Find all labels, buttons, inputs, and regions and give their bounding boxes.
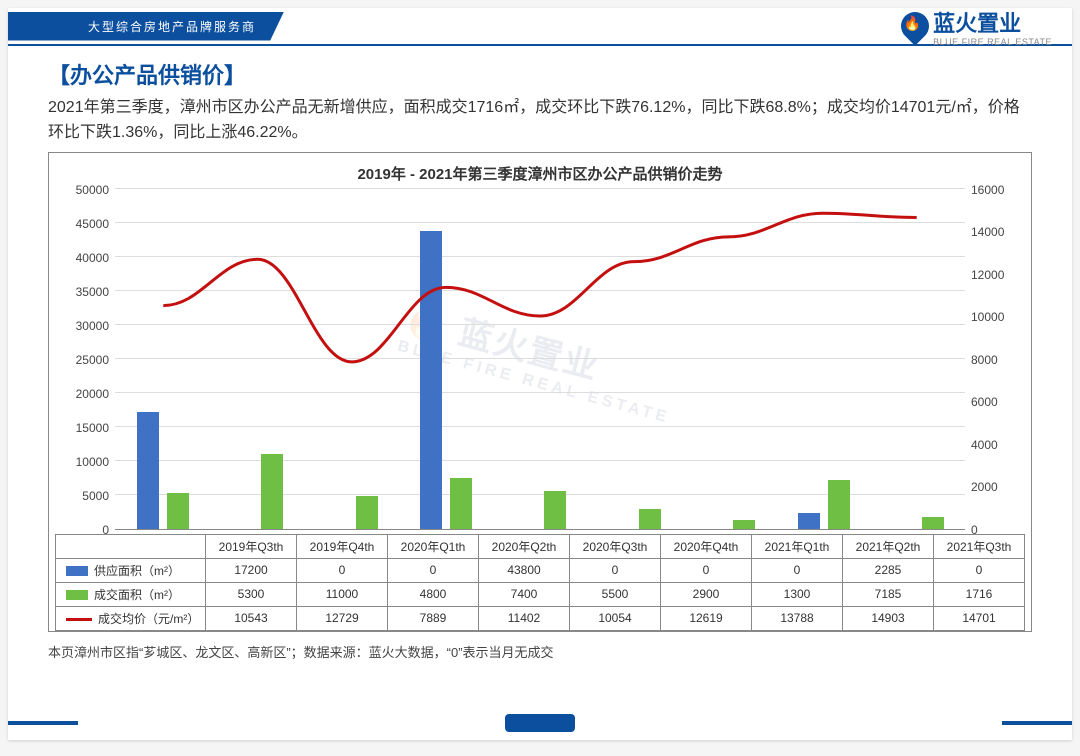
y-left-tick: 5000 — [82, 489, 109, 503]
data-cell: 14701 — [934, 606, 1025, 630]
data-table: 2019年Q3th2019年Q4th2020年Q1th2020年Q2th2020… — [55, 534, 1025, 631]
y-right-tick: 4000 — [971, 438, 998, 452]
data-cell: 2285 — [843, 558, 934, 582]
data-cell: 4800 — [388, 582, 479, 606]
data-cell: 0 — [570, 558, 661, 582]
brand-block: 蓝火置业 BLUE FIRE REAL ESTATE — [901, 6, 1052, 47]
data-cell: 7889 — [388, 606, 479, 630]
chart-card: 2019年 - 2021年第三季度漳州市区办公产品供销价走势 0 5000 1000… — [48, 152, 1032, 632]
legend-cell: 成交均价（元/m²） — [56, 606, 206, 630]
category-cell: 2021年Q3th — [934, 534, 1025, 558]
data-cell: 5500 — [570, 582, 661, 606]
y-right-tick: 12000 — [971, 268, 1004, 282]
category-cell: 2019年Q4th — [297, 534, 388, 558]
summary-text: 2021年第三季度，漳州市区办公产品无新增供应，面积成交1716㎡，成交环比下跌… — [48, 96, 1032, 146]
chart-title: 2019年 - 2021年第三季度漳州市区办公产品供销价走势 — [55, 163, 1025, 184]
y-left-tick: 15000 — [76, 421, 109, 435]
y-right-tick: 6000 — [971, 395, 998, 409]
data-cell: 0 — [934, 558, 1025, 582]
data-cell: 10054 — [570, 606, 661, 630]
data-cell: 12619 — [661, 606, 752, 630]
y-left-tick: 40000 — [76, 251, 109, 265]
y-right-tick: 2000 — [971, 480, 998, 494]
category-cell: 2019年Q3th — [206, 534, 297, 558]
data-cell: 5300 — [206, 582, 297, 606]
y-right-tick: 0 — [971, 523, 978, 537]
y-left-tick: 25000 — [76, 353, 109, 367]
legend-cell: 成交面积（m²） — [56, 582, 206, 606]
category-cell: 2020年Q2th — [479, 534, 570, 558]
y-left-tick: 30000 — [76, 319, 109, 333]
data-cell: 7185 — [843, 582, 934, 606]
y-right-tick: 16000 — [971, 183, 1004, 197]
top-bar: 大型综合房地产品牌服务商 蓝火置业 BLUE FIRE REAL ESTATE — [8, 8, 1072, 44]
data-cell: 14903 — [843, 606, 934, 630]
footer-bar — [8, 714, 1072, 732]
data-cell: 0 — [752, 558, 843, 582]
data-cell: 12729 — [297, 606, 388, 630]
data-cell: 11402 — [479, 606, 570, 630]
flame-icon — [895, 6, 935, 46]
data-cell: 11000 — [297, 582, 388, 606]
chart-area: 0500010000150002000025000300003500040000… — [55, 190, 1025, 530]
y-axis-right: 0200040006000800010000120001400016000 — [965, 190, 1025, 530]
data-cell: 43800 — [479, 558, 570, 582]
y-left-tick: 45000 — [76, 217, 109, 231]
data-cell: 2900 — [661, 582, 752, 606]
data-cell: 13788 — [752, 606, 843, 630]
y-left-tick: 10000 — [76, 455, 109, 469]
category-cell: 2021年Q2th — [843, 534, 934, 558]
plot-area: 🔥 蓝火置业 BLUE FIRE REAL ESTATE — [115, 190, 965, 530]
footnote: 本页漳州市区指“芗城区、龙文区、高新区”；数据来源：蓝火大数据，“0”表示当月无… — [8, 632, 1072, 661]
y-left-tick: 20000 — [76, 387, 109, 401]
category-cell: 2020年Q3th — [570, 534, 661, 558]
y-axis-left: 0500010000150002000025000300003500040000… — [55, 190, 115, 530]
brand-en: BLUE FIRE REAL ESTATE — [933, 38, 1052, 47]
data-cell: 7400 — [479, 582, 570, 606]
data-cell: 10543 — [206, 606, 297, 630]
data-cell: 0 — [297, 558, 388, 582]
data-cell: 1300 — [752, 582, 843, 606]
category-cell: 2020年Q4th — [661, 534, 752, 558]
price-line — [115, 190, 965, 529]
y-right-tick: 14000 — [971, 225, 1004, 239]
data-cell: 17200 — [206, 558, 297, 582]
data-cell: 1716 — [934, 582, 1025, 606]
y-right-tick: 8000 — [971, 353, 998, 367]
legend-empty — [56, 534, 206, 558]
y-left-tick: 35000 — [76, 285, 109, 299]
category-cell: 2020年Q1th — [388, 534, 479, 558]
footer-chip — [505, 714, 575, 732]
legend-cell: 供应面积（m²） — [56, 558, 206, 582]
y-left-tick: 50000 — [76, 183, 109, 197]
y-right-tick: 10000 — [971, 310, 1004, 324]
data-cell: 0 — [388, 558, 479, 582]
y-left-tick: 0 — [102, 523, 109, 537]
header-tagline: 大型综合房地产品牌服务商 — [8, 12, 284, 41]
brand-cn: 蓝火置业 — [933, 11, 1021, 36]
category-cell: 2021年Q1th — [752, 534, 843, 558]
section-title: 【办公产品供销价】 — [48, 58, 1032, 90]
data-cell: 0 — [661, 558, 752, 582]
